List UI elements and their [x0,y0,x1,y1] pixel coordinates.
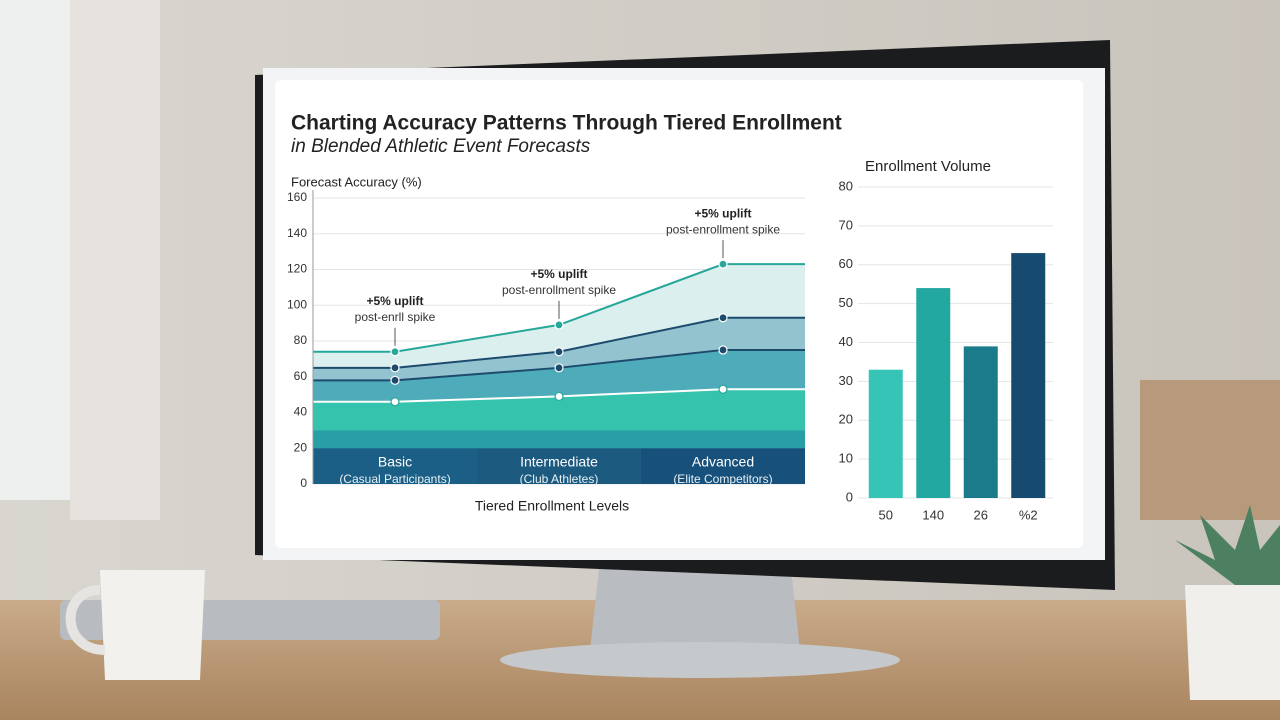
y-tick-label: 60 [294,369,308,383]
category-note: (Club Athletes) [520,472,599,486]
y-tick-label: 20 [839,412,853,427]
chart-title: Charting Accuracy Patterns Through Tiere… [291,112,842,135]
base-band [641,430,805,449]
y-tick-label: 80 [294,333,308,347]
window [0,0,70,500]
base-band [313,430,477,449]
category-label: Basic [378,454,412,470]
monitor-stand [590,560,800,650]
mug-handle [65,585,106,655]
category-note: (Casual Participants) [339,472,450,486]
annotation-title: +5% uplift [366,294,423,308]
point [554,391,564,402]
y-tick-label: 50 [839,295,853,310]
monitor-base [500,642,900,678]
x-tick-label: 140 [922,507,944,522]
chair [1140,380,1280,520]
chart-title: Enrollment Volume [865,158,991,175]
chart-subtitle: in Blended Athletic Event Forecasts [291,136,591,157]
annotation-text: post-enrll spike [355,310,436,324]
y-tick-label: 120 [287,262,307,276]
y-axis-label: Forecast Accuracy (%) [291,174,422,189]
y-tick-label: 0 [300,476,307,490]
x-tick-label: %2 [1019,507,1038,522]
base-band [313,448,477,484]
point [390,347,400,357]
point [718,313,728,323]
category-note: (Elite Competitors) [673,472,772,486]
point [390,397,400,407]
point [554,363,564,373]
x-axis-label: Tiered Enrollment Levels [475,498,629,514]
y-tick-label: 160 [287,190,307,204]
annotation-title: +5% uplift [694,206,751,220]
point [718,259,728,269]
curtain [70,0,160,520]
bar [916,288,951,498]
bar [963,346,998,498]
y-tick-label: 100 [287,297,307,311]
plant [1175,505,1280,585]
y-tick-label: 30 [839,373,853,388]
y-tick-label: 140 [287,226,307,240]
point [390,363,400,373]
y-tick-label: 40 [294,405,308,419]
mug [100,570,205,680]
x-tick-label: 50 [879,507,893,522]
x-tick-label: 26 [974,507,988,522]
annotation-text: post-enrollment spike [666,222,780,236]
category-label: Intermediate [520,454,598,470]
category-label: Advanced [692,454,754,470]
y-tick-label: 70 [839,217,853,232]
point [554,320,564,330]
bar [1011,253,1046,498]
bar [868,369,903,498]
y-tick-label: 40 [839,334,853,349]
point [554,347,564,357]
point [718,384,728,394]
base-band [477,448,641,484]
point [390,375,400,385]
base-band [641,448,805,484]
y-tick-label: 20 [294,440,308,454]
y-tick-label: 10 [839,451,853,466]
base-band [477,430,641,449]
y-tick-label: 0 [846,489,853,504]
point [718,345,728,355]
y-tick-label: 80 [839,178,853,193]
annotation-text: post-enrollment spike [502,283,616,297]
y-tick-label: 60 [839,256,853,271]
plant-pot [1185,585,1280,700]
annotation-title: +5% uplift [530,267,587,281]
